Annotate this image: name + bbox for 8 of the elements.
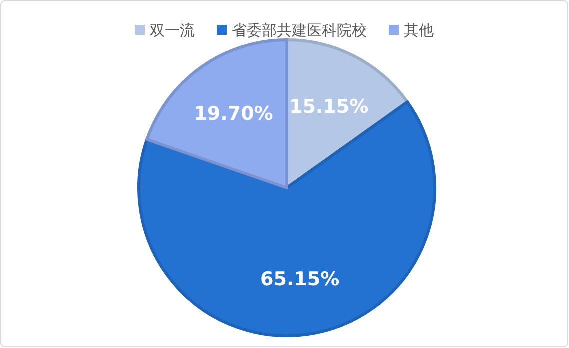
legend-label: 双一流 — [150, 21, 195, 40]
data-label: 15.15% — [289, 96, 369, 118]
legend-label: 其他 — [404, 21, 434, 40]
legend-label: 省委部共建医科院校 — [232, 21, 367, 40]
pie-slice — [138, 100, 436, 338]
data-label: 19.70% — [194, 102, 274, 125]
data-label: 65.15% — [260, 268, 340, 290]
pie-slice — [146, 38, 288, 190]
